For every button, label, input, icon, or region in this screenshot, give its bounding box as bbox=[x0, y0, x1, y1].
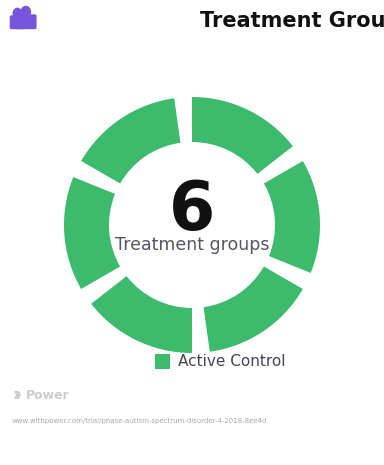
Text: Treatment Group details: Treatment Group details bbox=[200, 11, 384, 31]
Text: Active Control: Active Control bbox=[178, 353, 285, 368]
Wedge shape bbox=[64, 177, 120, 289]
Text: Power: Power bbox=[26, 388, 70, 401]
Wedge shape bbox=[192, 97, 293, 174]
Wedge shape bbox=[91, 276, 192, 353]
Circle shape bbox=[13, 8, 22, 19]
Text: Treatment groups: Treatment groups bbox=[115, 236, 269, 254]
Circle shape bbox=[21, 7, 30, 18]
FancyBboxPatch shape bbox=[15, 14, 36, 29]
Wedge shape bbox=[81, 98, 180, 184]
Text: www.withpower.com/trial/phase-autism-spectrum-disorder-4-2018-8ee4d: www.withpower.com/trial/phase-autism-spe… bbox=[12, 418, 267, 424]
Polygon shape bbox=[14, 391, 21, 399]
FancyBboxPatch shape bbox=[10, 15, 25, 29]
FancyBboxPatch shape bbox=[155, 353, 170, 368]
Text: 6: 6 bbox=[169, 178, 215, 244]
Wedge shape bbox=[204, 266, 303, 352]
Wedge shape bbox=[264, 161, 320, 273]
